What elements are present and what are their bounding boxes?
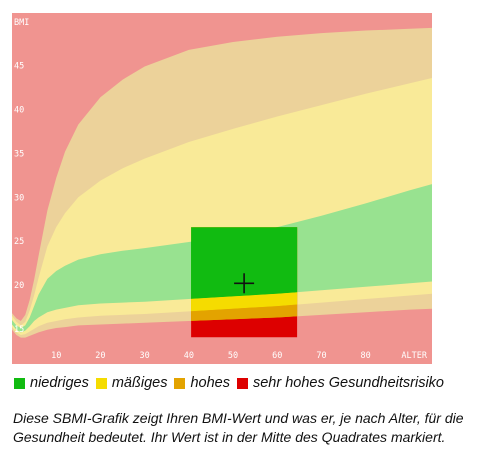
x-tick-label: 50	[228, 351, 238, 361]
chart-caption: Diese SBMI-Grafik zeigt Ihren BMI-Wert u…	[13, 410, 464, 445]
quad-low-fill	[191, 227, 298, 299]
legend-item-low: niedriges	[14, 375, 89, 391]
quad-high-strip	[191, 304, 298, 321]
x-tick-label: 70	[316, 351, 326, 361]
x-tick-label: 30	[140, 351, 150, 361]
legend-label-moderate: mäßiges	[111, 375, 168, 391]
x-tick-label: 20	[95, 351, 105, 361]
bmi-chart: 10 20 30 40 50 60 70 80 ALTER 15 20 25 30 35 40 45 BMI	[12, 13, 432, 364]
legend-swatch-low	[14, 377, 25, 389]
legend-item-moderate: mäßiges	[95, 375, 168, 391]
x-tick-label: 80	[361, 351, 371, 361]
legend-swatch-high	[174, 377, 186, 389]
y-tick-label: 15	[14, 325, 24, 335]
y-tick-label: 40	[14, 106, 24, 116]
x-tick-label: 10	[51, 351, 61, 361]
y-tick-label: 35	[14, 149, 24, 159]
y-tick-label: 20	[14, 281, 24, 291]
quad-moderate-strip	[191, 292, 298, 312]
legend-item-very-high: sehr hohes Gesundheitsrisiko	[236, 375, 444, 391]
x-tick-label: 60	[272, 351, 282, 361]
legend-swatch-moderate	[95, 377, 107, 389]
axis-ticks: 10 20 30 40 50 60 70 80 ALTER 15 20 25 30 35 40 45 BMI	[14, 18, 428, 361]
y-axis-label: BMI	[14, 18, 29, 28]
x-axis-label: ALTER	[401, 351, 427, 361]
legend-label-low: niedriges	[30, 375, 89, 391]
value-marker	[234, 273, 255, 294]
legend-label-high: hohes	[190, 375, 230, 391]
legend-item-high: hohes	[174, 375, 230, 391]
x-tick-label: 40	[184, 351, 194, 361]
y-tick-label: 25	[14, 237, 24, 247]
y-tick-label: 30	[14, 193, 24, 203]
legend-swatch-very-high	[236, 377, 248, 389]
legend-label-very-high: sehr hohes Gesundheitsrisiko	[252, 375, 444, 391]
y-tick-label: 45	[14, 62, 24, 72]
legend: niedriges mäßiges hohes sehr hohes Gesun…	[14, 375, 451, 391]
